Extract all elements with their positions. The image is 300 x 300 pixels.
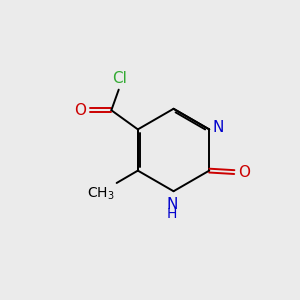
- Text: O: O: [75, 103, 87, 118]
- Text: Cl: Cl: [112, 71, 127, 86]
- Text: N: N: [213, 120, 224, 135]
- Text: H: H: [167, 206, 177, 220]
- Text: N: N: [167, 196, 178, 211]
- Text: CH$_3$: CH$_3$: [87, 186, 114, 202]
- Text: O: O: [238, 165, 250, 180]
